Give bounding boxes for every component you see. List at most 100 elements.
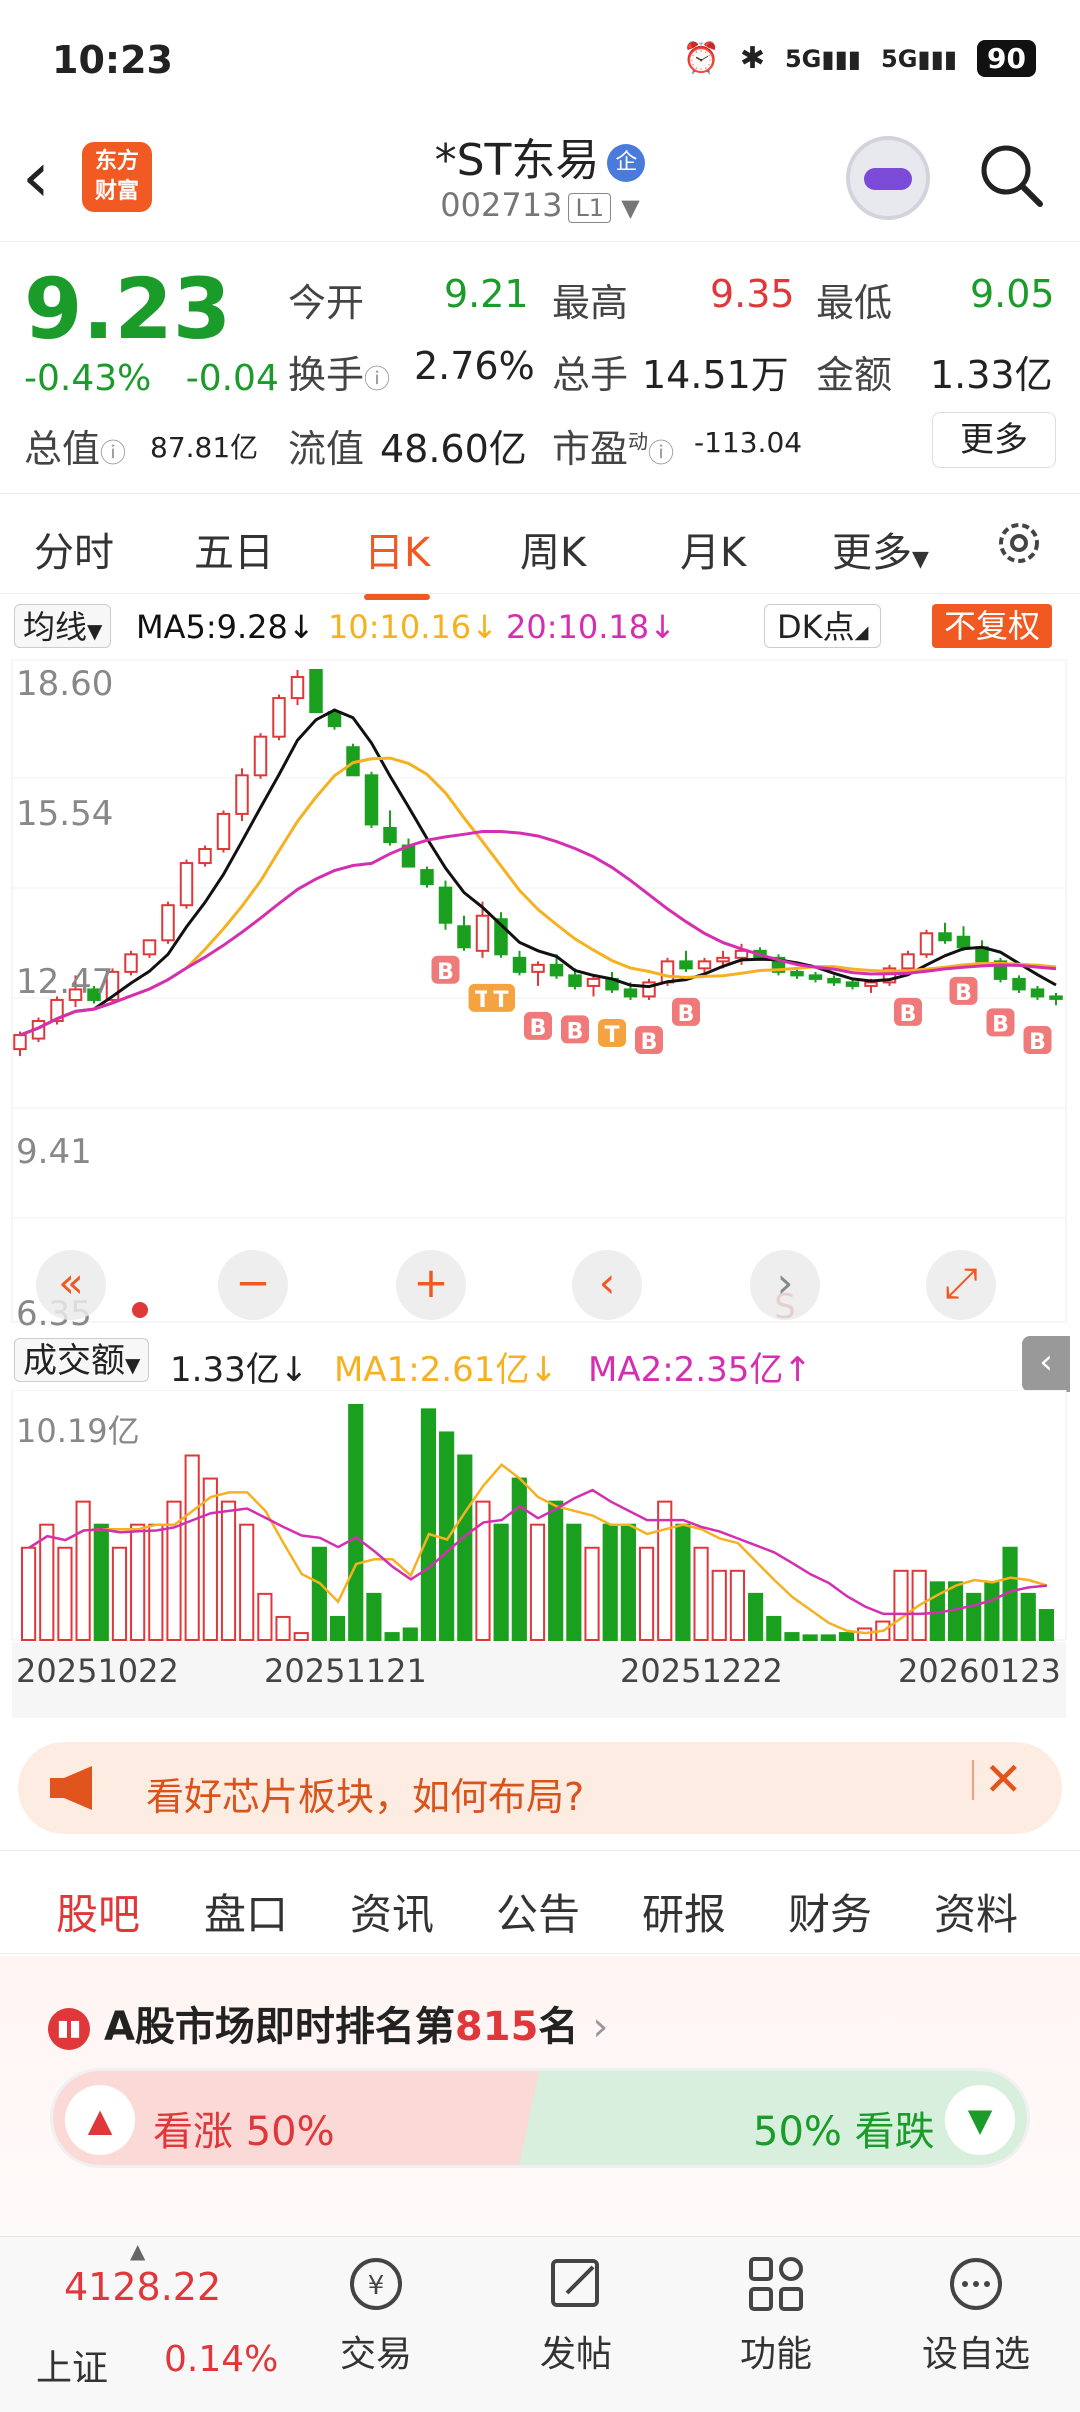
bluetooth-icon: ✱: [739, 41, 765, 76]
info-icon[interactable]: ⓘ: [100, 439, 127, 469]
volume-bar: [802, 1634, 818, 1641]
tab-five-day[interactable]: 五日: [194, 530, 274, 576]
ma-select[interactable]: 均线▼: [14, 604, 112, 648]
up-arrow-icon[interactable]: ▲: [65, 2085, 135, 2155]
close-icon[interactable]: ✕: [984, 1752, 1023, 1806]
volume-bar: [75, 1500, 91, 1642]
candle-body: [771, 956, 786, 973]
collapse-icon[interactable]: ‹: [1022, 1336, 1070, 1392]
chevron-down-icon: ▼: [621, 194, 640, 222]
status-bar: 10:23 ⏰ ✱ 5G▮▮▮ 5G▮▮▮ 90: [0, 0, 1080, 118]
date-label-3: 20251222: [620, 1652, 783, 1690]
buy-marker: B: [567, 1019, 584, 1044]
tab-more[interactable]: 更多▼: [832, 530, 929, 576]
trade-button[interactable]: ¥ 交易: [306, 2253, 446, 2377]
volume-label: 总手: [552, 353, 629, 397]
buy-marker-box: [894, 997, 922, 1026]
open-label: 今开: [288, 281, 365, 325]
t-marker: T: [493, 988, 508, 1013]
t-marker-box: [487, 983, 515, 1012]
dk-point-select[interactable]: DK点◢: [764, 604, 882, 648]
fullscreen-icon[interactable]: ⤢: [926, 1250, 996, 1320]
volume-bar: [820, 1634, 836, 1641]
candle-body: [660, 960, 675, 984]
tab-intraday[interactable]: 分时: [34, 530, 114, 576]
promo-banner[interactable]: 看好芯片板块，如何布局? ✕: [18, 1742, 1062, 1834]
buy-marker: B: [437, 960, 454, 985]
tab-finance[interactable]: 财务: [788, 1890, 873, 1939]
quote-panel: 9.23 -0.43% -0.04 今开 9.21 最高 9.35 最低 9.0…: [0, 244, 1080, 494]
candle-body: [642, 981, 656, 998]
more-button[interactable]: 更多: [932, 412, 1056, 468]
tab-news[interactable]: 资讯: [350, 1890, 435, 1939]
candle-body: [124, 953, 138, 973]
next-icon[interactable]: ›: [750, 1250, 820, 1320]
stock-title[interactable]: *ST东易企: [0, 124, 1080, 188]
info-icon[interactable]: ⓘ: [364, 365, 391, 395]
tab-announcement[interactable]: 公告: [496, 1890, 581, 1939]
function-button[interactable]: 功能: [706, 2253, 846, 2377]
candle-body: [198, 848, 212, 865]
rank-title[interactable]: ▮▮ A股市场即时排名第815名 ›: [48, 1994, 608, 2052]
candle-body: [1030, 988, 1045, 998]
volume-chart[interactable]: [0, 1390, 1080, 1720]
back-icon[interactable]: ‹: [22, 136, 50, 218]
candle-body: [531, 963, 545, 973]
candle-body: [364, 774, 379, 826]
volume-bar: [57, 1546, 73, 1641]
ma10-value: 10:10.16↓: [328, 608, 498, 646]
prev-icon[interactable]: ‹: [572, 1250, 642, 1320]
vote-down-area[interactable]: [519, 2071, 1027, 2165]
stock-code[interactable]: 002713 L1 ▼: [440, 186, 640, 224]
volume-bar: [420, 1408, 437, 1642]
adjust-button[interactable]: 不复权: [932, 604, 1053, 648]
candle-body: [716, 956, 730, 963]
volume-bar: [111, 1546, 128, 1641]
down-arrow-icon[interactable]: ▼: [945, 2085, 1015, 2155]
float-value: 48.60亿: [380, 427, 527, 471]
ma5-value: MA5:9.28↓: [136, 608, 315, 646]
zoom-in-icon[interactable]: +: [396, 1250, 466, 1320]
zoom-out-icon[interactable]: −: [218, 1250, 288, 1320]
y-label-3: 12.47: [16, 962, 114, 1002]
add-watchlist-button[interactable]: 设自选: [906, 2253, 1046, 2377]
tab-daily-k[interactable]: 日K: [364, 520, 431, 600]
candle-body: [512, 956, 527, 973]
stock-header: ‹ 东方 财富 *ST东易企 002713 L1 ▼: [0, 118, 1080, 242]
turnover-value: 2.76%: [414, 344, 535, 388]
candle-body: [864, 981, 878, 987]
robot-assistant-icon[interactable]: [846, 136, 930, 220]
info-icon[interactable]: ⓘ: [648, 439, 675, 469]
megaphone-icon: [50, 1766, 92, 1810]
buy-marker: B: [1029, 1030, 1046, 1055]
pe-label: 市盈动ⓘ: [552, 427, 675, 471]
index-value[interactable]: 4128.22: [64, 2265, 222, 2309]
volume-bar: [620, 1523, 636, 1641]
high-label: 最高: [552, 281, 629, 325]
signal-icon-2: 5G▮▮▮: [881, 44, 958, 73]
signal-icon: 5G▮▮▮: [784, 44, 861, 73]
volume-bar: [402, 1627, 418, 1641]
kline-chart[interactable]: BTTBBTBBBBBBS: [0, 658, 1080, 1326]
tab-profile[interactable]: 资料: [934, 1890, 1019, 1939]
tab-pankou[interactable]: 盘口: [204, 1890, 289, 1939]
volume-bar: [275, 1615, 291, 1641]
tab-research[interactable]: 研报: [642, 1890, 727, 1939]
volume-bar: [766, 1615, 782, 1641]
tab-guba[interactable]: 股吧: [56, 1881, 140, 1964]
vote-up-area[interactable]: [53, 2071, 553, 2165]
gear-icon[interactable]: [992, 516, 1046, 570]
tab-weekly-k[interactable]: 周K: [520, 530, 587, 576]
search-icon[interactable]: [976, 140, 1046, 210]
grid-icon: [749, 2257, 803, 2311]
scroll-left-icon[interactable]: «: [36, 1250, 106, 1320]
float-label: 流值: [288, 427, 365, 471]
buy-marker-box: [635, 1025, 663, 1054]
index-name[interactable]: 上证: [36, 2348, 109, 2389]
trade-icon: ¥: [350, 2258, 402, 2310]
tab-monthly-k[interactable]: 月K: [680, 530, 747, 576]
index-change[interactable]: 0.14%: [164, 2339, 279, 2380]
candle-body: [956, 935, 971, 949]
post-button[interactable]: 发帖: [506, 2253, 646, 2377]
volume-select[interactable]: 成交额▼: [14, 1338, 150, 1382]
